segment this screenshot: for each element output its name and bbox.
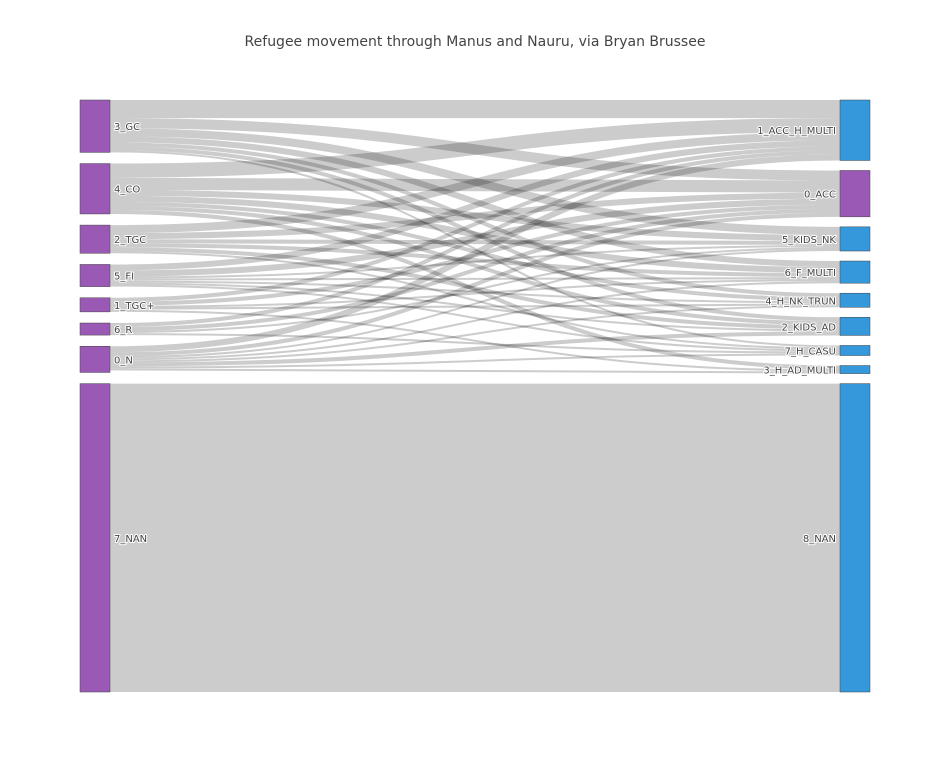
- flow-link-4_CO-to-1_ACC_H_MULTI[interactable]: [109, 118, 841, 178]
- flow-link-4_CO-to-3_H_AD_MULTI[interactable]: [109, 209, 841, 370]
- flow-link-4_CO-to-5_KIDS_NK[interactable]: [109, 189, 841, 241]
- source-node-label: 0_N: [114, 355, 133, 366]
- target-node-bar[interactable]: [839, 292, 871, 308]
- nodes-layer: 3_GC 4_CO 2_TGC 5_FI 1_TGC+ 6_R 0_N 7_NAN 1_ACC_…: [79, 99, 871, 693]
- target-node-label: 8_NAN: [803, 534, 836, 545]
- source-node-bar[interactable]: [79, 345, 111, 373]
- flow-link-0_N-to-1_ACC_H_MULTI[interactable]: [109, 154, 841, 353]
- flow-link-2_TGC-to-6_F_MULTI[interactable]: [109, 243, 841, 278]
- flow-link-4_CO-to-2_KIDS_AD[interactable]: [109, 205, 841, 326]
- flow-link-6_R-to-0_ACC[interactable]: [109, 208, 841, 332]
- flow-link-1_TGC+-to-4_H_NK_TRUN[interactable]: [109, 303, 841, 310]
- source-node-5_FI[interactable]: 5_FI: [79, 264, 135, 287]
- flow-link-1_TGC+-to-1_ACC_H_MULTI[interactable]: [109, 146, 841, 302]
- flow-link-3_GC-to-6_F_MULTI[interactable]: [109, 136, 841, 268]
- target-node-3_H_AD_MULTI[interactable]: 3_H_AD_MULTI: [762, 365, 871, 378]
- source-node-bar[interactable]: [79, 322, 111, 336]
- flow-link-0_N-to-3_H_AD_MULTI[interactable]: [109, 368, 841, 374]
- target-node-bar[interactable]: [839, 170, 871, 218]
- target-node-label: 4_H_NK_TRUN: [765, 296, 836, 307]
- source-node-bar[interactable]: [79, 99, 111, 153]
- flow-link-4_CO-to-6_F_MULTI[interactable]: [109, 195, 841, 274]
- target-node-label: 5_KIDS_NK: [782, 235, 836, 246]
- flow-link-0_N-to-7_H_CASU[interactable]: [109, 353, 841, 369]
- flow-link-5_FI-to-5_KIDS_NK[interactable]: [109, 244, 841, 279]
- flow-link-0_N-to-5_KIDS_NK[interactable]: [109, 249, 841, 359]
- source-node-7_NAN[interactable]: 7_NAN: [79, 383, 148, 693]
- flow-link-3_GC-to-0_ACC[interactable]: [109, 118, 841, 181]
- flow-link-5_FI-to-0_ACC[interactable]: [109, 198, 841, 277]
- flow-link-3_GC-to-4_H_NK_TRUN[interactable]: [109, 142, 841, 298]
- source-node-bar[interactable]: [79, 383, 111, 693]
- target-node-label: 2_KIDS_AD: [782, 322, 837, 333]
- target-node-8_NAN[interactable]: 8_NAN: [802, 383, 871, 693]
- source-node-1_TGC+[interactable]: 1_TGC+: [79, 297, 156, 313]
- target-node-4_H_NK_TRUN[interactable]: 4_H_NK_TRUN: [764, 292, 871, 308]
- target-node-2_KIDS_AD[interactable]: 2_KIDS_AD: [781, 317, 871, 336]
- flow-link-2_TGC-to-2_KIDS_AD[interactable]: [109, 247, 841, 330]
- flow-link-3_GC-to-7_H_CASU[interactable]: [109, 150, 841, 348]
- flow-link-2_TGC-to-0_ACC[interactable]: [109, 192, 841, 240]
- source-node-label: 2_TGC: [114, 235, 146, 246]
- source-node-label: 7_NAN: [114, 534, 147, 545]
- flow-link-5_FI-to-7_H_CASU[interactable]: [109, 284, 841, 352]
- target-node-bar[interactable]: [839, 260, 871, 284]
- target-node-label: 6_F_MULTI: [785, 268, 836, 279]
- target-node-bar[interactable]: [839, 365, 871, 374]
- source-node-6_R[interactable]: 6_R: [79, 322, 133, 337]
- flow-link-1_TGC+-to-0_ACC[interactable]: [109, 204, 841, 306]
- source-node-3_GC[interactable]: 3_GC: [79, 99, 141, 153]
- target-node-6_F_MULTI[interactable]: 6_F_MULTI: [784, 260, 871, 284]
- source-node-label: 4_CO: [114, 185, 140, 196]
- chart-title: Refugee movement through Manus and Nauru…: [244, 34, 706, 50]
- source-node-label: 5_FI: [114, 272, 134, 283]
- flow-link-5_FI-to-1_ACC_H_MULTI[interactable]: [109, 140, 841, 271]
- flow-link-1_TGC+-to-6_F_MULTI[interactable]: [109, 279, 841, 308]
- flow-link-5_FI-to-4_H_NK_TRUN[interactable]: [109, 280, 841, 304]
- source-node-4_CO[interactable]: 4_CO: [79, 163, 141, 215]
- target-node-label: 0_ACC: [804, 190, 836, 201]
- target-node-7_H_CASU[interactable]: 7_H_CASU: [784, 345, 871, 358]
- target-node-bar[interactable]: [839, 317, 871, 336]
- flow-link-6_R-to-1_ACC_H_MULTI[interactable]: [109, 150, 841, 328]
- target-node-bar[interactable]: [839, 345, 871, 356]
- source-node-2_TGC[interactable]: 2_TGC: [79, 224, 147, 254]
- flow-link-2_TGC-to-5_KIDS_NK[interactable]: [109, 239, 841, 245]
- flow-link-2_TGC-to-1_ACC_H_MULTI[interactable]: [109, 132, 841, 234]
- target-node-bar[interactable]: [839, 383, 871, 693]
- flow-link-3_GC-to-2_KIDS_AD[interactable]: [109, 146, 841, 322]
- flow-link-5_FI-to-2_KIDS_AD[interactable]: [109, 282, 841, 332]
- flow-link-0_N-to-6_F_MULTI[interactable]: [109, 281, 841, 361]
- target-node-0_ACC[interactable]: 0_ACC: [803, 170, 871, 218]
- flow-link-6_R-to-7_H_CASU[interactable]: [109, 333, 841, 354]
- flow-link-4_CO-to-4_H_NK_TRUN[interactable]: [109, 201, 841, 302]
- target-node-label: 7_H_CASU: [785, 346, 836, 357]
- flow-link-0_N-to-2_KIDS_AD[interactable]: [109, 331, 841, 367]
- flow-link-4_CO-to-0_ACC[interactable]: [109, 177, 841, 193]
- flow-link-6_R-to-5_KIDS_NK[interactable]: [109, 246, 841, 334]
- flow-link-0_N-to-4_H_NK_TRUN[interactable]: [109, 305, 841, 363]
- source-node-label: 6_R: [114, 325, 132, 336]
- source-node-label: 3_GC: [114, 122, 140, 133]
- target-node-bar[interactable]: [839, 226, 871, 252]
- target-node-1_ACC_H_MULTI[interactable]: 1_ACC_H_MULTI: [756, 99, 871, 161]
- links-layer: [109, 100, 841, 692]
- flow-link-2_TGC-to-7_H_CASU[interactable]: [109, 251, 841, 350]
- source-node-0_N[interactable]: 0_N: [79, 345, 134, 373]
- flow-link-1_TGC+-to-3_H_AD_MULTI[interactable]: [109, 309, 841, 372]
- flow-link-0_N-to-0_ACC[interactable]: [109, 212, 841, 357]
- source-node-bar[interactable]: [79, 264, 111, 287]
- source-node-bar[interactable]: [79, 297, 111, 313]
- target-node-label: 3_H_AD_MULTI: [763, 366, 836, 377]
- flow-link-3_GC-to-5_KIDS_NK[interactable]: [109, 128, 841, 235]
- target-node-bar[interactable]: [839, 99, 871, 161]
- target-node-5_KIDS_NK[interactable]: 5_KIDS_NK: [781, 226, 871, 252]
- flow-link-5_FI-to-6_F_MULTI[interactable]: [109, 277, 841, 281]
- target-node-label: 1_ACC_H_MULTI: [757, 126, 836, 137]
- source-node-bar[interactable]: [79, 163, 111, 215]
- source-node-label: 1_TGC+: [114, 301, 155, 312]
- source-node-bar[interactable]: [79, 224, 111, 254]
